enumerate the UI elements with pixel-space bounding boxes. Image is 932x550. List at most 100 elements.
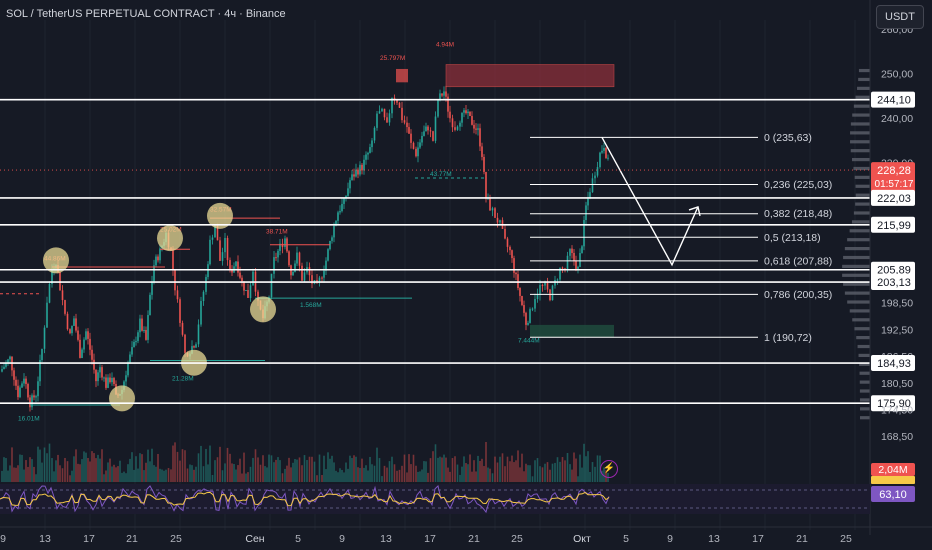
candle-body [529,309,531,323]
volume-bar [371,464,373,482]
candle-body [73,318,75,326]
candle-body [481,146,483,157]
volume-bar [268,454,270,482]
volume-bar [529,465,531,482]
candle-body [245,289,247,291]
volume-bar [544,463,546,482]
candle-body [506,238,509,247]
volume-profile-bar [854,327,870,331]
volume-bar [170,469,172,482]
volume-bar [388,461,391,482]
candle-body [184,334,186,353]
volume-profile-bar [844,247,870,251]
volume-bar [277,457,279,482]
volume-bar [245,473,247,482]
candle-body [551,285,554,301]
volume-profile-bar [847,238,870,242]
volume-profile-bar [851,220,870,224]
candle-body [270,273,273,298]
candle-body [469,111,471,116]
candle-body [143,330,145,332]
volume-bar [270,455,273,482]
candle-body [197,324,200,345]
candle-body [406,122,408,128]
price-tick-label: 250,00 [881,68,913,80]
candle-body [205,277,207,292]
demand-zone [530,324,614,338]
volume-bar [303,455,306,482]
time-tick-label: 21 [468,533,480,545]
volume-bar [87,457,89,482]
volume-bar [103,474,105,482]
candle-body [443,91,445,96]
volume-bar [211,475,214,482]
candle-body [231,270,233,273]
volume-bar [401,465,403,482]
volume-bar [353,455,355,482]
candle-body [303,272,306,281]
volume-bar [525,463,527,482]
time-tick-label: 5 [295,533,301,545]
candle-body [181,322,184,335]
candle-body [325,260,327,271]
volume-bar [81,459,83,482]
candle-body [388,113,391,123]
volume-profile-bar [851,157,870,162]
volume-bar [229,453,231,482]
rsi-label: 63,10 [879,489,907,501]
volume-bar [475,471,477,482]
volume-bar [33,466,35,482]
candle-body [461,112,463,123]
volume-bar [345,462,347,482]
currency-button[interactable]: USDT [876,5,924,29]
volume-bar [71,470,73,482]
candle-body [351,174,353,181]
volume-bar [163,470,165,482]
volume-bar [189,464,191,482]
candle-body [331,237,333,241]
volume-bar [21,454,23,482]
candle-body [587,197,589,206]
volume-bar [481,458,483,482]
volume-label-box [871,463,915,476]
volume-bar [378,458,381,482]
candle-body [589,192,591,198]
fib-label: 0,618 (207,88) [764,255,832,267]
volume-bar [66,461,69,482]
time-tick-label: 13 [39,533,51,545]
candle-body [556,279,559,281]
volume-bar [496,462,499,482]
volume-bar [165,469,167,482]
candle-body [571,248,573,253]
volume-bar [349,455,351,482]
candle-body [176,290,179,300]
volume-bar [494,456,496,482]
volume-bar [347,468,349,482]
candle-body [491,208,494,211]
candle-body [349,180,351,189]
candle-body [423,131,425,136]
volume-profile-bar [855,184,870,188]
candle-body [539,285,541,295]
candle-body [467,111,469,114]
candle-body [483,156,485,172]
candle-body [21,383,23,388]
candle-body [447,96,449,112]
candle-body [209,239,211,265]
volume-bar [463,456,465,482]
candle-body [77,330,79,340]
volume-annotation: 21.28M [172,376,194,383]
volume-bar [329,458,331,482]
volume-bar [333,462,335,482]
volume-bar [456,464,459,482]
volume-bar [587,451,589,482]
candle-body [103,377,105,379]
volume-bar [301,465,303,482]
candle-body [87,331,89,339]
candle-body [534,299,536,309]
candle-body [412,142,415,149]
candle-body [97,372,99,382]
lightning-icon[interactable]: ⚡ [600,460,618,478]
candle-body [41,348,43,361]
